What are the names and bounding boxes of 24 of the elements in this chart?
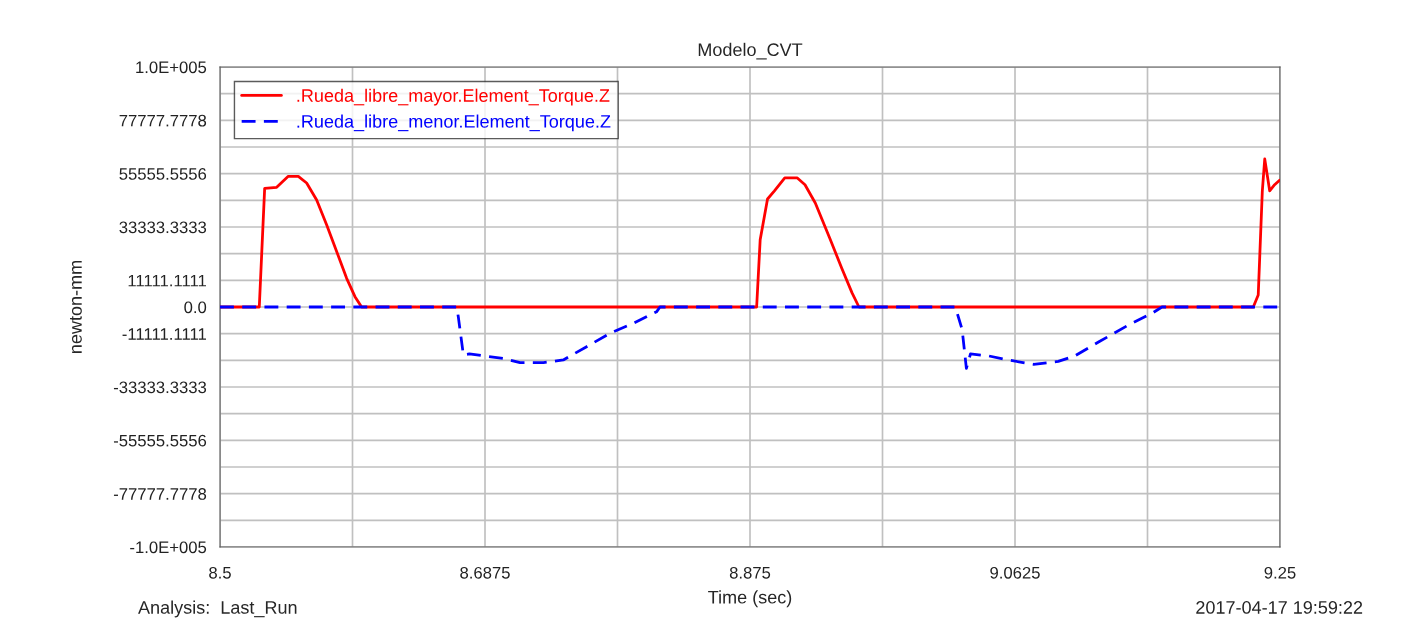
y-tick-label: -11111.1111 [122, 328, 206, 340]
legend-label: .Rueda_libre_menor.Element_Torque.Z [297, 114, 611, 132]
y-tick-label: 11111.1111 [128, 274, 206, 287]
y-tick-label: 33333.3333 [119, 221, 207, 234]
legend-label: .Rueda_libre_mayor.Element_Torque.Z [297, 88, 610, 106]
y-tick-label: 77777.7778 [119, 114, 207, 127]
y-tick-label: -1.0E+005 [130, 541, 207, 554]
y-tick-label: -77777.7778 [113, 488, 207, 500]
x-tick-label: 8.875 [729, 566, 771, 579]
line-series [220, 305, 1280, 370]
x-tick-label: 9.25 [1264, 566, 1296, 579]
y-axis-title: newton-mm [70, 261, 82, 353]
y-tick-label: 0.0 [184, 301, 207, 314]
x-tick-label: 8.6875 [460, 566, 510, 579]
chart-title: Modelo_CVT [698, 42, 803, 60]
x-tick-label: 8.5 [209, 566, 231, 579]
y-tick-label: 55555.5556 [119, 168, 207, 180]
y-tick-label: 1.0E+005 [136, 61, 207, 74]
x-axis-title: Time (sec) [708, 590, 792, 608]
y-tick-label: -55555.5556 [113, 434, 207, 447]
text: Analysis: Last_Run [138, 600, 297, 618]
x-tick-label: 9.0625 [990, 566, 1040, 579]
text: 2017-04-17 19:59:22 [1196, 601, 1363, 614]
y-tick-label: -33333.3333 [113, 381, 207, 394]
